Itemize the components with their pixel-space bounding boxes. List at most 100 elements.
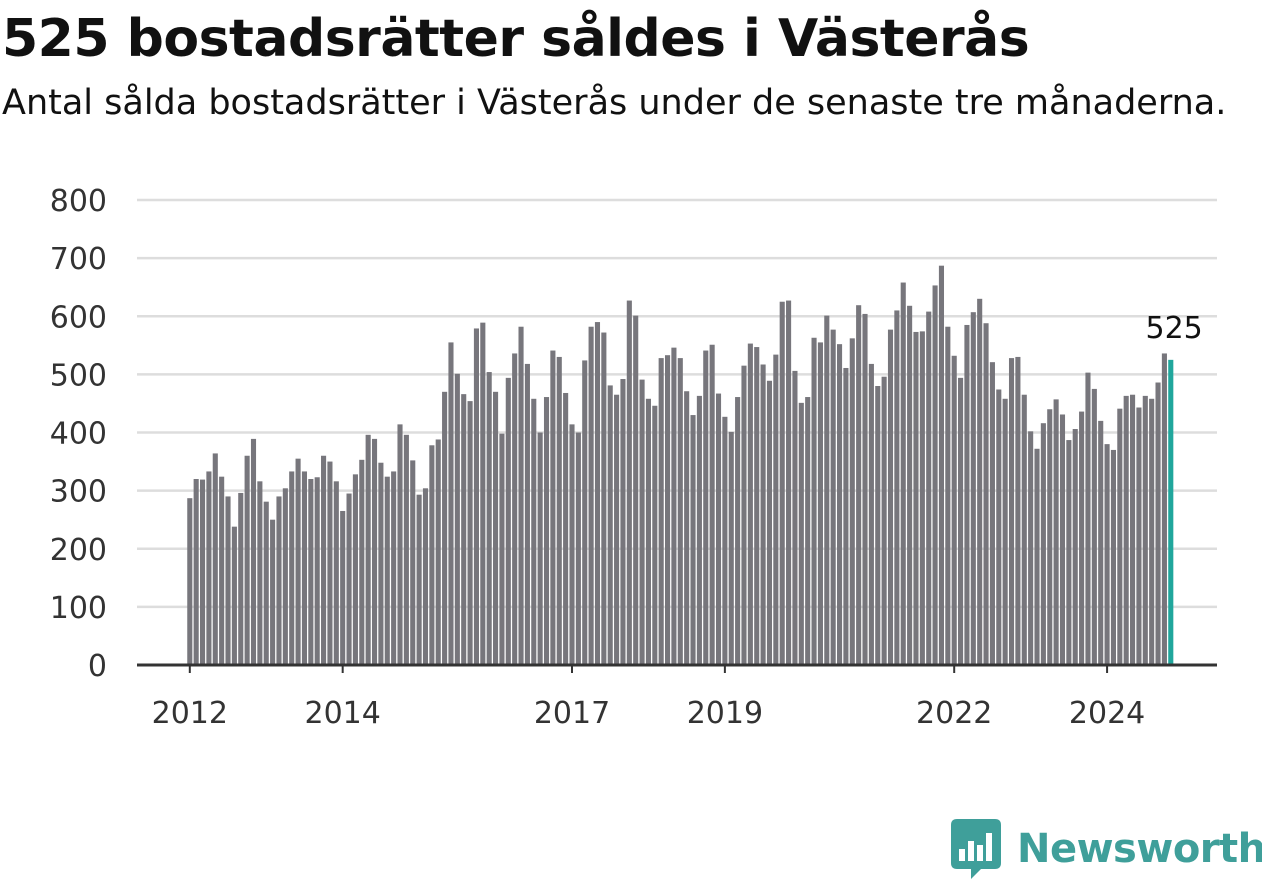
- bar: [575, 432, 581, 665]
- bar: [1136, 407, 1142, 665]
- bar: [314, 477, 320, 665]
- gridlines: [137, 198, 1217, 609]
- bar: [486, 372, 492, 665]
- bar: [811, 337, 817, 665]
- bar: [480, 322, 486, 665]
- bar-latest: [1168, 359, 1174, 665]
- y-tick-label: 500: [50, 358, 107, 393]
- bar: [365, 434, 371, 665]
- bar: [289, 471, 295, 665]
- bar: [684, 391, 690, 665]
- bar: [836, 344, 843, 665]
- bar: [868, 363, 874, 665]
- bar: [633, 315, 639, 665]
- bar: [537, 432, 543, 665]
- x-axis: [137, 663, 1217, 673]
- bar: [658, 358, 664, 665]
- bar: [231, 526, 237, 665]
- bar: [473, 328, 479, 665]
- bar: [1072, 429, 1078, 665]
- bar: [569, 424, 575, 665]
- bar: [594, 322, 601, 665]
- newsworthy-logo: Newsworthy: [951, 818, 1262, 880]
- bar: [1034, 448, 1040, 665]
- bar: [1079, 411, 1085, 665]
- bar: [709, 344, 715, 665]
- bar: [665, 355, 671, 665]
- bar: [524, 363, 530, 665]
- bar: [346, 493, 352, 665]
- bar: [467, 401, 473, 665]
- bar: [461, 394, 467, 665]
- bar: [1021, 394, 1027, 665]
- bar: [1059, 414, 1066, 665]
- bar: [550, 350, 556, 665]
- bar: [773, 354, 779, 665]
- bar: [919, 331, 925, 665]
- bar: [696, 395, 702, 665]
- bar: [887, 329, 894, 665]
- bar: [792, 370, 798, 665]
- bar: [308, 479, 314, 665]
- y-tick-label: 600: [50, 300, 107, 335]
- bar: [938, 265, 945, 665]
- bar: [907, 305, 913, 665]
- bar: [671, 347, 677, 665]
- bar: [1149, 398, 1155, 665]
- bar: [760, 364, 766, 665]
- bar: [779, 301, 785, 665]
- bar: [900, 282, 906, 665]
- newsworthy-logo-icon: [951, 819, 1001, 879]
- bar: [333, 481, 339, 665]
- bar: [645, 398, 651, 665]
- bar: [722, 416, 728, 665]
- bar: [543, 397, 550, 665]
- bar: [875, 386, 881, 665]
- bar: [429, 445, 435, 665]
- bar: [983, 323, 989, 665]
- bars: [187, 265, 1174, 665]
- bar: [614, 394, 620, 665]
- bar: [926, 311, 932, 665]
- bar: [996, 389, 1002, 665]
- bar: [1066, 440, 1072, 665]
- y-tick-label: 800: [50, 184, 107, 219]
- bar: [582, 360, 588, 665]
- bar: [384, 476, 390, 665]
- bar: [798, 402, 804, 665]
- bar: [843, 367, 849, 665]
- bar: [359, 459, 365, 665]
- x-tick-label: 2017: [534, 696, 610, 731]
- bar: [715, 393, 722, 665]
- bar: [238, 492, 244, 665]
- bar: [945, 326, 951, 665]
- bar: [1117, 408, 1123, 665]
- bar: [703, 350, 709, 665]
- bar: [435, 439, 441, 665]
- bar: [397, 424, 403, 665]
- bar: [728, 431, 734, 665]
- y-tick-label: 200: [50, 533, 107, 568]
- bar: [620, 379, 626, 665]
- bar: [1161, 353, 1167, 665]
- x-tick-label: 2024: [1069, 696, 1145, 731]
- bar: [1142, 395, 1148, 665]
- bar: [735, 397, 741, 665]
- bar: [563, 392, 569, 665]
- bar: [951, 355, 957, 665]
- y-tick-label: 700: [50, 242, 107, 277]
- x-axis-labels: 2012 2014 2017 2019 2022 2024: [152, 696, 1146, 731]
- bar: [932, 285, 938, 665]
- bar: [958, 377, 964, 665]
- bar: [1040, 423, 1046, 665]
- bar: [588, 326, 594, 665]
- bar: [989, 362, 995, 665]
- bar: [499, 433, 505, 665]
- bar: [1047, 409, 1053, 665]
- bar: [244, 455, 250, 665]
- bar: [403, 434, 409, 665]
- annotations: 525: [1146, 311, 1203, 346]
- bar: [913, 331, 919, 665]
- bar: [1085, 372, 1091, 665]
- bar: [493, 391, 499, 665]
